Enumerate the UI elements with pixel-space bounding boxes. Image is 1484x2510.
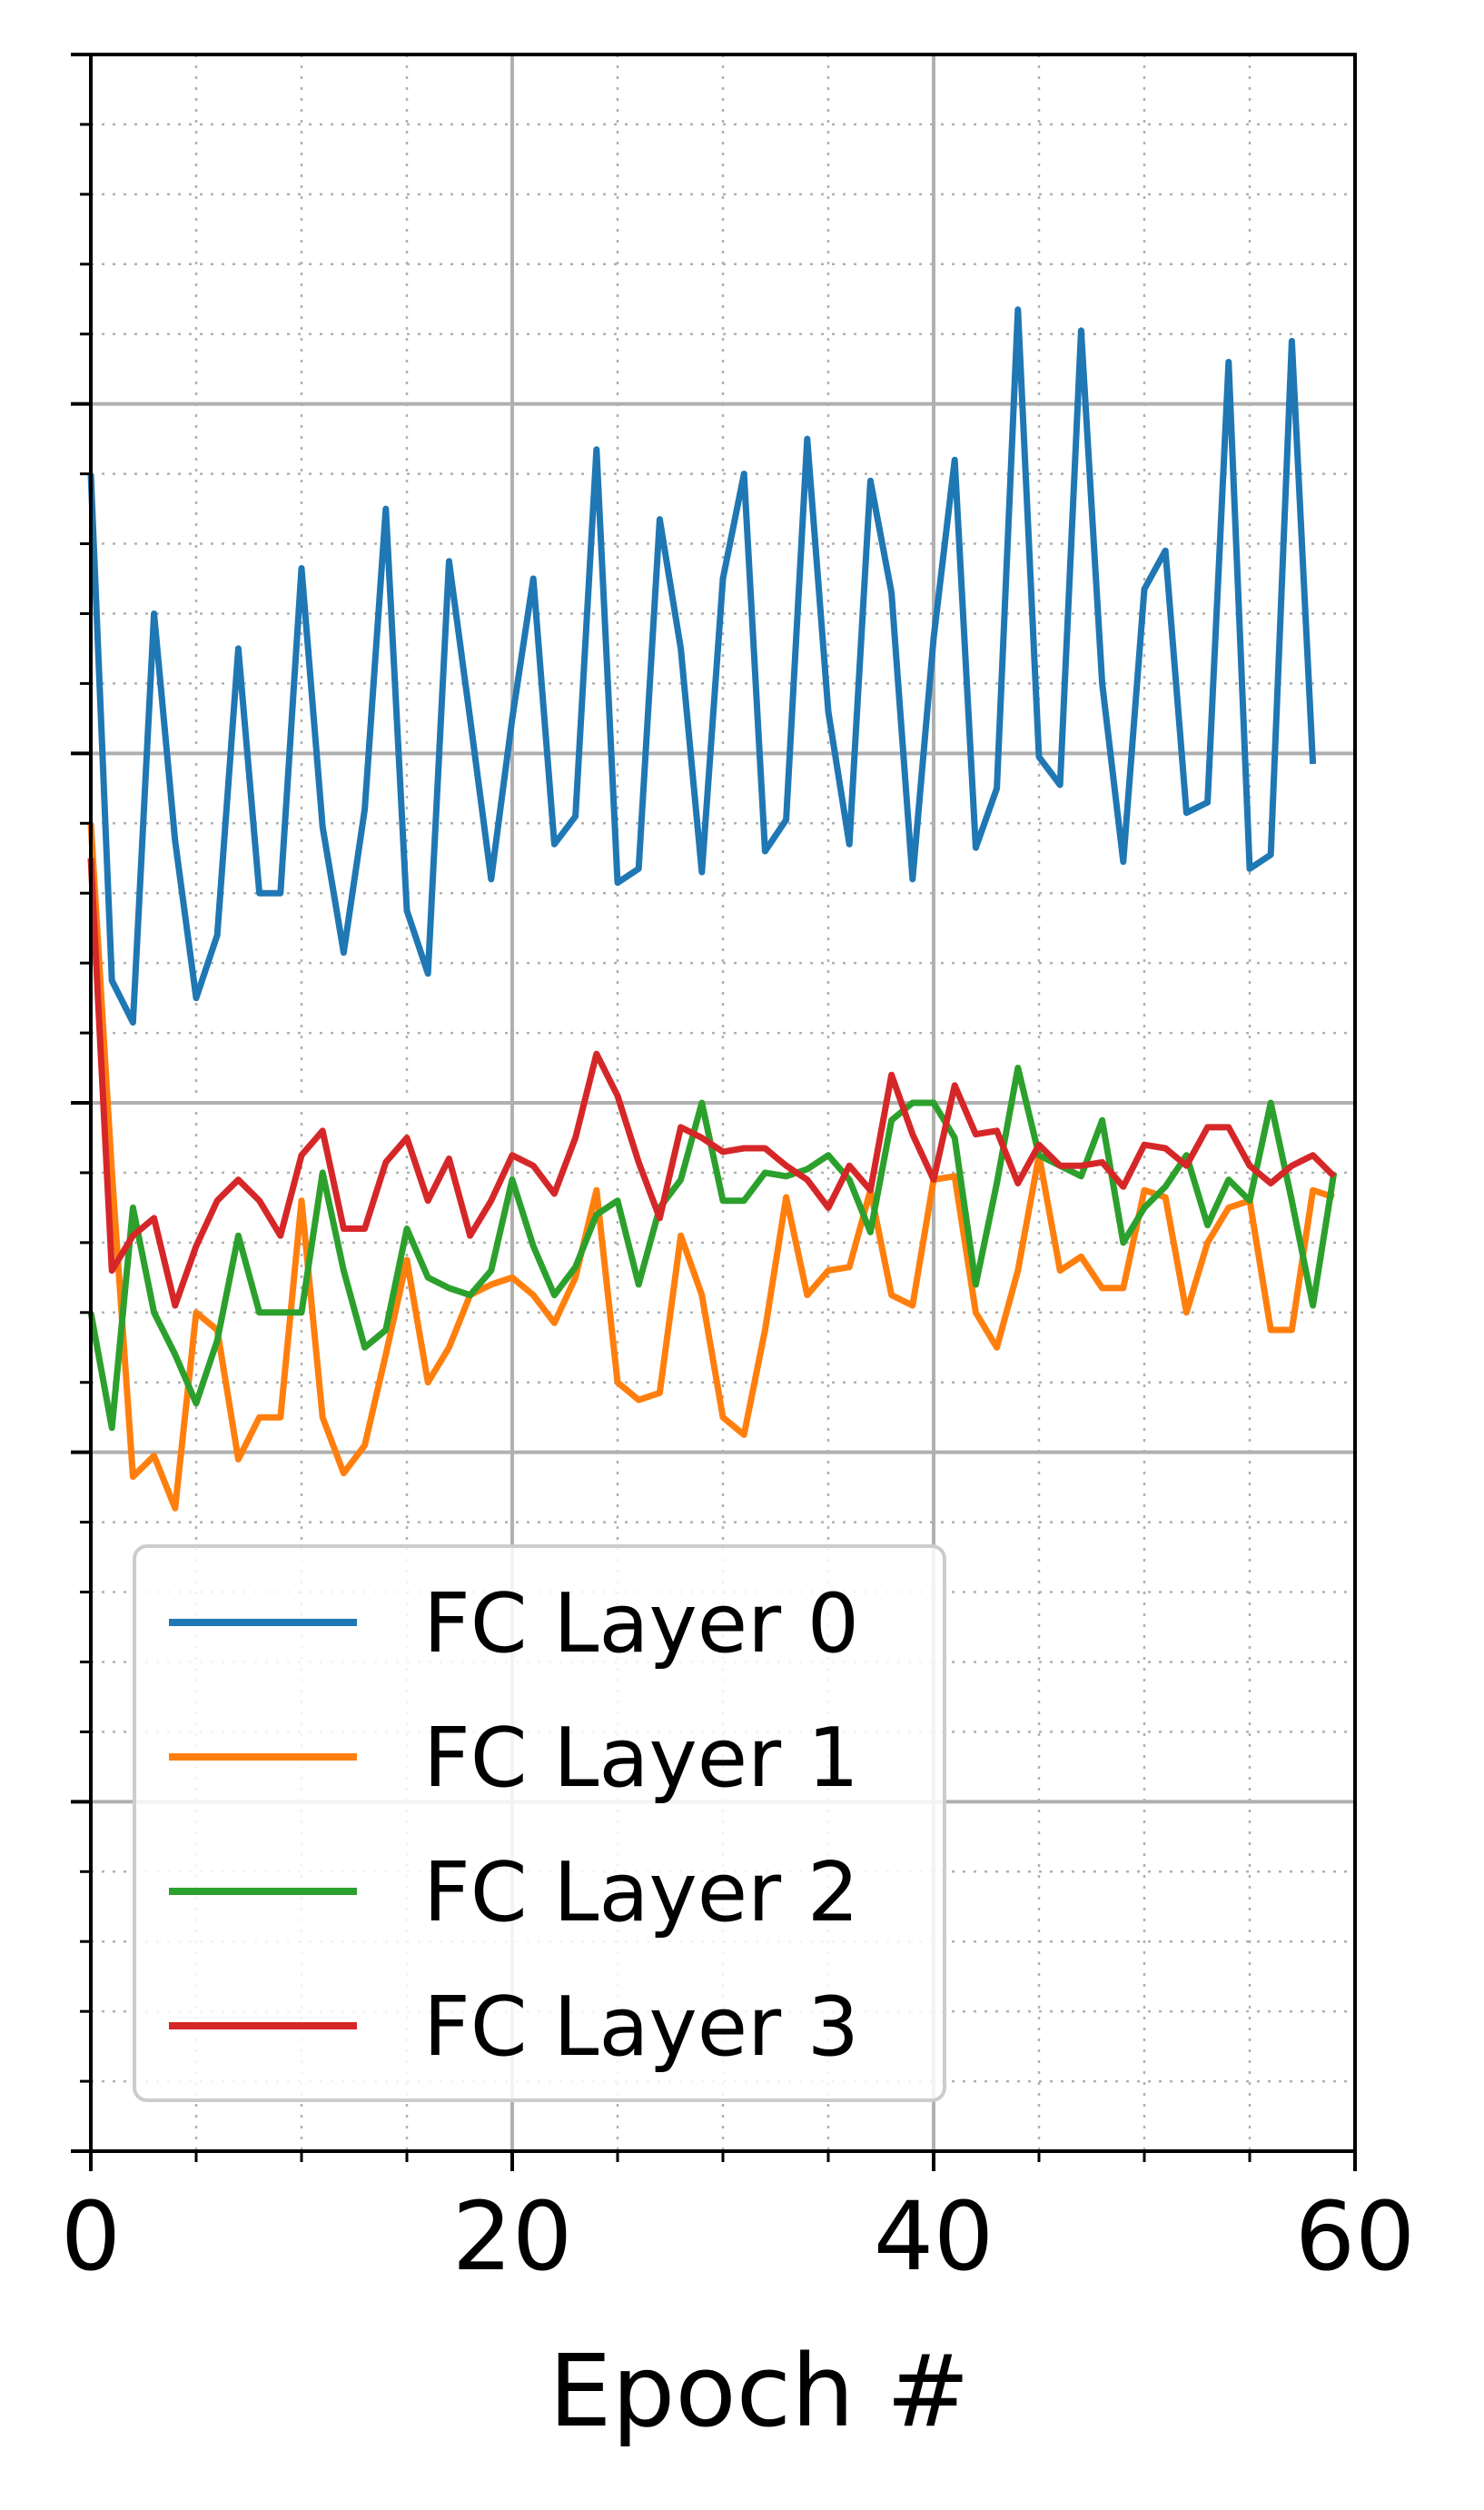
x-axis-label: Epoch #	[549, 2333, 970, 2449]
x-tick-labels: 0 20 40 60	[61, 2181, 1415, 2292]
legend-label: FC Layer 3	[423, 1979, 859, 2075]
axis-ticks	[71, 53, 1357, 2171]
legend: FC Layer 0 FC Layer 1 FC Layer 2 FC Layer 3	[133, 1544, 946, 2102]
series-line-fc-layer-1	[87, 823, 1335, 1512]
series-line-fc-layer-0	[87, 306, 1317, 1026]
x-tick-label: 0	[61, 2181, 121, 2292]
legend-label: FC Layer 1	[423, 1711, 859, 1806]
series-line-fc-layer-3	[87, 858, 1337, 1309]
x-tick-label: 20	[452, 2181, 572, 2292]
legend-label: FC Layer 2	[423, 1845, 859, 1940]
legend-label: FC Layer 0	[423, 1576, 859, 1672]
legend-box	[133, 1544, 946, 2102]
series-line-fc-layer-2	[87, 1065, 1338, 1432]
series-lines	[87, 306, 1338, 1512]
x-tick-label: 40	[874, 2181, 994, 2292]
x-tick-label: 60	[1295, 2181, 1415, 2292]
